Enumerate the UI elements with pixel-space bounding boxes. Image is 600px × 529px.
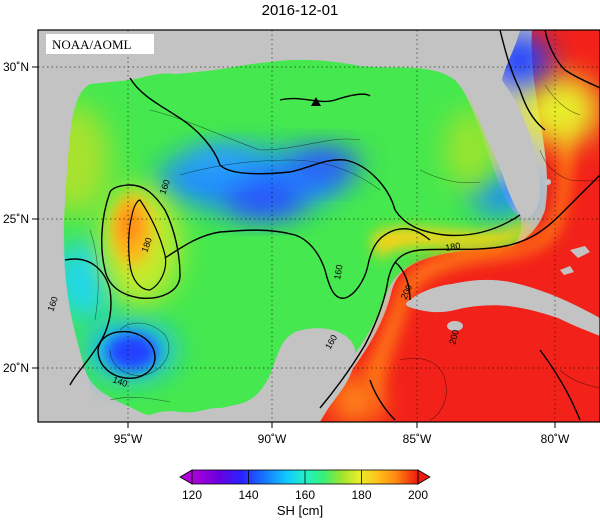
lon-tick-label: 85˚W	[403, 432, 432, 446]
triangle-marker-icon	[311, 97, 321, 106]
sea-surface-height-field: 160 180 160 160 140 180 200 200 160	[38, 30, 600, 422]
yucatan-land	[140, 328, 356, 422]
colorbar-tick: 120	[182, 488, 202, 502]
colorbar-tick: 160	[295, 488, 315, 502]
tick-labels: 95˚W 90˚W 85˚W 80˚W 30˚N 25˚N 20˚N	[3, 60, 570, 446]
lat-tick-label: 30˚N	[3, 60, 29, 74]
lon-tick-label: 95˚W	[114, 432, 143, 446]
contour-label: 200	[447, 328, 461, 345]
colorbar-label: SH [cm]	[276, 503, 324, 518]
contour-label: 180	[445, 241, 462, 253]
colorbar-min-arrow	[179, 469, 193, 485]
contour-label: 160	[332, 264, 344, 281]
gulf-water	[63, 59, 522, 417]
colorbar-max-arrow	[417, 469, 431, 485]
contour-label: 160	[45, 295, 60, 313]
colorbar-tick: 200	[408, 488, 428, 502]
map-frame	[37, 29, 600, 423]
noaa-aoml-logo: NOAA/AOML	[46, 34, 154, 54]
contour-label: 140	[111, 374, 129, 389]
lat-tick-label: 20˚N	[3, 361, 29, 375]
gridlines	[38, 30, 600, 422]
cuba-land	[406, 279, 600, 336]
lat-tick-label: 25˚N	[3, 212, 29, 226]
florida-land	[461, 30, 540, 220]
thin-contours	[89, 84, 600, 421]
contour-label: 160	[157, 178, 172, 196]
colorbar: 120 140 160 180 200	[179, 469, 431, 502]
contour-label: 180	[139, 236, 154, 254]
thick-contours	[64, 30, 600, 421]
colorbar-tick: 180	[351, 488, 371, 502]
lon-tick-label: 80˚W	[541, 432, 570, 446]
axis-ticks	[32, 66, 556, 428]
contour-labels: 160 180 160 160 140 180 200 200 160	[45, 178, 461, 389]
logo-text: NOAA/AOML	[52, 37, 132, 52]
colorbar-tick: 140	[238, 488, 258, 502]
map-title: 2016-12-01	[261, 2, 339, 19]
lon-tick-label: 90˚W	[258, 432, 287, 446]
